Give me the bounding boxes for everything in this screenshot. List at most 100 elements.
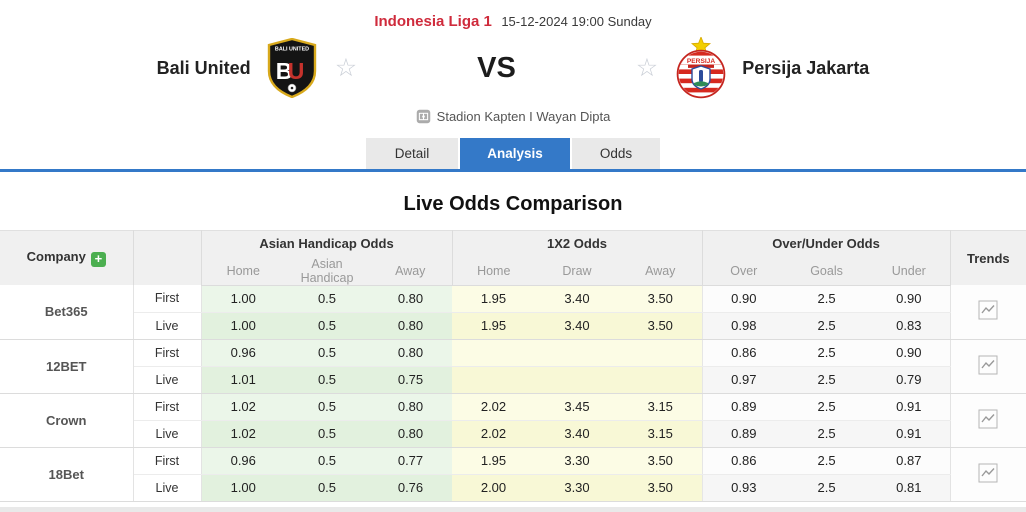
x12-away-subheader: Away <box>619 256 703 286</box>
ou-odds-value: 2.5 <box>785 285 869 313</box>
trends-cell <box>949 339 1026 394</box>
x12-home-subheader: Home <box>451 256 535 286</box>
odds-row-bet365-live: Live 1.00 0.5 0.80 1.95 3.40 3.50 0.98 2.5 0.83 <box>0 312 1026 340</box>
ou-odds-value: 0.97 <box>701 366 786 394</box>
match-datetime: 15-12-2024 19:00 Sunday <box>501 14 652 29</box>
x12-odds-value: 1.95 <box>452 447 535 475</box>
x12-odds-value: 3.50 <box>619 474 703 502</box>
ah-odds-value: 0.80 <box>369 339 452 367</box>
ou-over-subheader: Over <box>701 256 786 286</box>
trends-cell <box>949 447 1026 502</box>
x12-odds-value <box>452 339 535 367</box>
league-title[interactable]: Indonesia Liga 1 <box>374 13 492 30</box>
ou-odds-value: 0.83 <box>868 312 951 340</box>
x12-odds-value: 3.45 <box>535 393 619 421</box>
ou-odds-value: 2.5 <box>785 420 869 448</box>
tab-odds[interactable]: Odds <box>572 138 660 169</box>
venue-name: Stadion Kapten I Wayan Dipta <box>436 108 611 124</box>
trends-column-header: Trends <box>949 230 1026 285</box>
x12-odds-value <box>535 366 619 394</box>
tab-analysis[interactable]: Analysis <box>460 138 570 169</box>
tab-bar: Detail Analysis Odds <box>0 138 1026 169</box>
ou-odds-value: 2.5 <box>785 393 869 421</box>
phase-column-header <box>133 230 201 285</box>
ou-odds-value: 2.5 <box>785 474 869 502</box>
odds-row-12bet-first: 12BET First 0.96 0.5 0.80 0.86 2.5 0.90 <box>0 339 1026 394</box>
ah-odds-value: 0.96 <box>200 447 285 475</box>
odds-row-18bet-first: 18Bet First 0.96 0.5 0.77 1.95 3.30 3.50 0.86 2.5… <box>0 447 1026 502</box>
trends-cell <box>949 393 1026 448</box>
vs-label: VS <box>477 51 516 84</box>
over-under-group-header: Over/Under Odds <box>701 230 951 257</box>
ou-odds-value: 2.5 <box>785 447 869 475</box>
ou-odds-value: 2.5 <box>785 366 869 394</box>
odds-comparison-table: Company + Asian Handicap Odds 1X2 Odds Ov… <box>0 230 1026 502</box>
ou-odds-value: 0.90 <box>868 285 951 313</box>
favorite-star-home-icon[interactable]: ☆ <box>334 53 358 82</box>
x12-odds-value: 3.30 <box>535 447 619 475</box>
x12-odds-value: 1.95 <box>452 285 535 313</box>
favorite-star-away-icon[interactable]: ☆ <box>635 53 659 82</box>
trend-chart-icon[interactable] <box>978 463 998 483</box>
company-header-label: Company <box>26 249 86 264</box>
ou-odds-value: 0.89 <box>701 393 786 421</box>
ah-odds-value: 0.77 <box>369 447 452 475</box>
1x2-group-header: 1X2 Odds <box>451 230 703 257</box>
ou-odds-value: 0.89 <box>701 420 786 448</box>
home-team-logo-icon: BALI UNITED B U <box>265 38 319 98</box>
x12-odds-value <box>452 366 535 394</box>
x12-odds-value: 2.00 <box>452 474 535 502</box>
ou-odds-value: 0.87 <box>868 447 951 475</box>
ah-odds-value: 0.5 <box>285 366 369 394</box>
ou-odds-value: 0.79 <box>868 366 951 394</box>
x12-odds-value: 3.40 <box>535 312 619 340</box>
add-company-button[interactable]: + <box>90 252 106 267</box>
ou-odds-value: 0.81 <box>868 474 951 502</box>
ah-odds-value: 0.5 <box>285 312 369 340</box>
ah-away-subheader: Away <box>369 256 452 286</box>
section-title: Live Odds Comparison <box>403 193 623 215</box>
x12-draw-subheader: Draw <box>535 256 619 286</box>
ah-odds-value: 0.5 <box>285 474 369 502</box>
svg-text:B: B <box>275 58 292 84</box>
trend-chart-icon[interactable] <box>978 355 998 375</box>
x12-odds-value: 3.50 <box>619 285 703 313</box>
ah-odds-value: 1.00 <box>200 474 285 502</box>
match-header: Indonesia Liga 1 15-12-2024 19:00 Sunday <box>0 0 1026 33</box>
ou-odds-value: 0.86 <box>701 447 786 475</box>
tab-active-underline <box>0 169 1026 172</box>
company-column-header: Company + <box>0 230 134 285</box>
ou-odds-value: 0.90 <box>701 285 786 313</box>
row-phase-label: Live <box>133 420 201 448</box>
x12-odds-value: 3.50 <box>619 447 703 475</box>
company-name: 18Bet <box>0 447 134 502</box>
home-team-name[interactable]: Bali United <box>156 57 251 78</box>
away-team-name[interactable]: Persija Jakarta <box>742 57 870 78</box>
ah-odds-value: 1.02 <box>200 393 285 421</box>
ou-goals-subheader: Goals <box>785 256 869 286</box>
odds-row-bet365-first: Bet365 First 1.00 0.5 0.80 1.95 3.40 3.50 0.90 2.… <box>0 285 1026 340</box>
odds-row-crown-live: Live 1.02 0.5 0.80 2.02 3.40 3.15 0.89 2.5 0.91 <box>0 420 1026 448</box>
company-name: Bet365 <box>0 285 134 340</box>
tab-detail[interactable]: Detail <box>366 138 458 169</box>
ah-odds-value: 0.76 <box>369 474 452 502</box>
trend-chart-icon[interactable] <box>978 409 998 429</box>
ah-odds-value: 0.80 <box>369 420 452 448</box>
ou-odds-value: 2.5 <box>785 312 869 340</box>
row-phase-label: First <box>133 339 201 367</box>
row-phase-label: Live <box>133 474 201 502</box>
x12-odds-value: 3.40 <box>535 285 619 313</box>
ou-odds-value: 2.5 <box>785 339 869 367</box>
ou-odds-value: 0.98 <box>701 312 786 340</box>
trend-chart-icon[interactable] <box>978 300 998 320</box>
row-phase-label: First <box>133 285 201 313</box>
ah-odds-value: 0.5 <box>285 447 369 475</box>
away-team-logo-icon: PERSIJA <box>674 37 728 99</box>
ah-odds-value: 0.5 <box>285 420 369 448</box>
x12-odds-value: 3.15 <box>619 420 703 448</box>
ah-odds-value: 1.02 <box>200 420 285 448</box>
x12-odds-value: 2.02 <box>452 393 535 421</box>
x12-odds-value <box>619 366 703 394</box>
x12-odds-value: 2.02 <box>452 420 535 448</box>
